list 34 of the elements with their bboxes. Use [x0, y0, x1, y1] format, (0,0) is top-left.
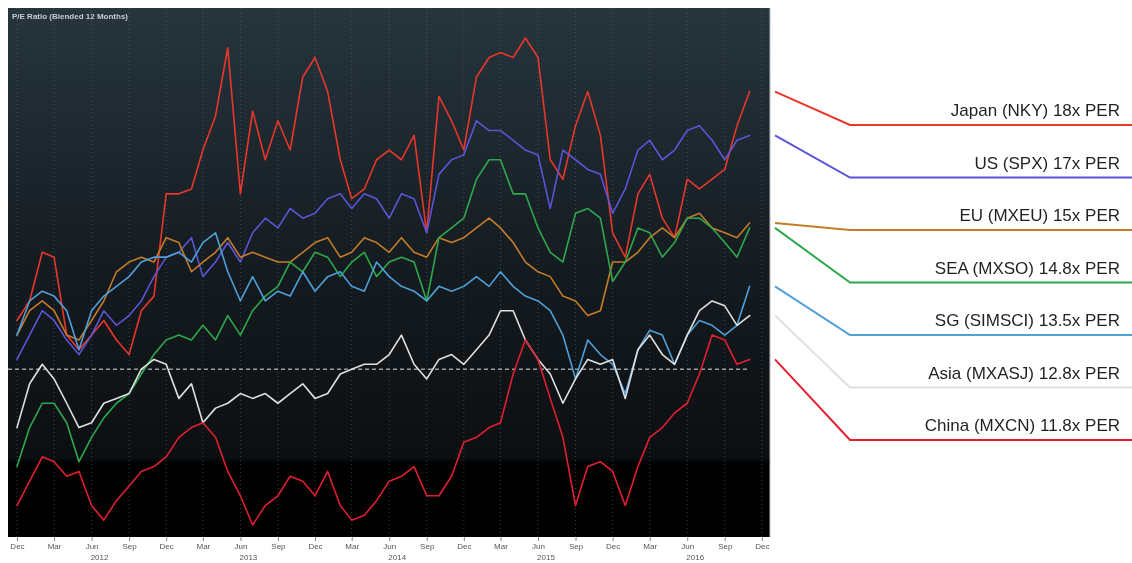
x-tick-label: Dec [308, 541, 323, 551]
text: China (MXCN) 11.8x PER [924, 416, 1120, 435]
text: EU (MXEU) 15x PER [959, 206, 1120, 225]
x-tick-label: Jun [383, 541, 397, 551]
chart-title: P/E Ratio (Blended 12 Months) [12, 12, 129, 21]
x-tick-label: Dec [606, 541, 621, 551]
x-tick-label: Dec [10, 541, 25, 551]
text: US (SPX) 17x PER [974, 153, 1120, 173]
text: Asia (MXASJ) 12.8x PER [928, 363, 1120, 383]
x-tick-label: Mar [196, 541, 211, 551]
text: 2013 [239, 553, 258, 562]
x-tick-label: Jun [85, 541, 99, 551]
x-tick-label: Mar [345, 541, 360, 551]
x-tick-label: Dec [457, 541, 472, 551]
x-tick-label: Jun [532, 541, 545, 551]
x-tick-label: Dec [755, 541, 770, 551]
text: Japan (NKY) 18x PER [950, 101, 1120, 120]
x-tick-label: Dec [159, 541, 174, 551]
x-tick-label: Sep [271, 541, 287, 551]
x-tick-label: Jun [234, 541, 248, 551]
text: SEA (MXSO) 14.8x PER [934, 258, 1120, 278]
text: SG (SIMSCI) 13.5x PER [934, 311, 1120, 330]
x-tick-label: Jun [681, 541, 695, 551]
text: 2014 [388, 553, 407, 562]
x-tick-label: Mar [643, 541, 658, 551]
x-tick-label: Mar [47, 541, 62, 551]
x-tick-label: Sep [122, 541, 138, 551]
text: 2012 [90, 553, 110, 562]
text: 2016 [686, 553, 705, 562]
x-tick-label: Sep [568, 541, 584, 551]
text: 2015 [537, 553, 556, 562]
x-tick-label: Sep [718, 541, 733, 551]
x-tick-label: Mar [494, 541, 509, 551]
x-tick-label: Sep [420, 541, 435, 551]
